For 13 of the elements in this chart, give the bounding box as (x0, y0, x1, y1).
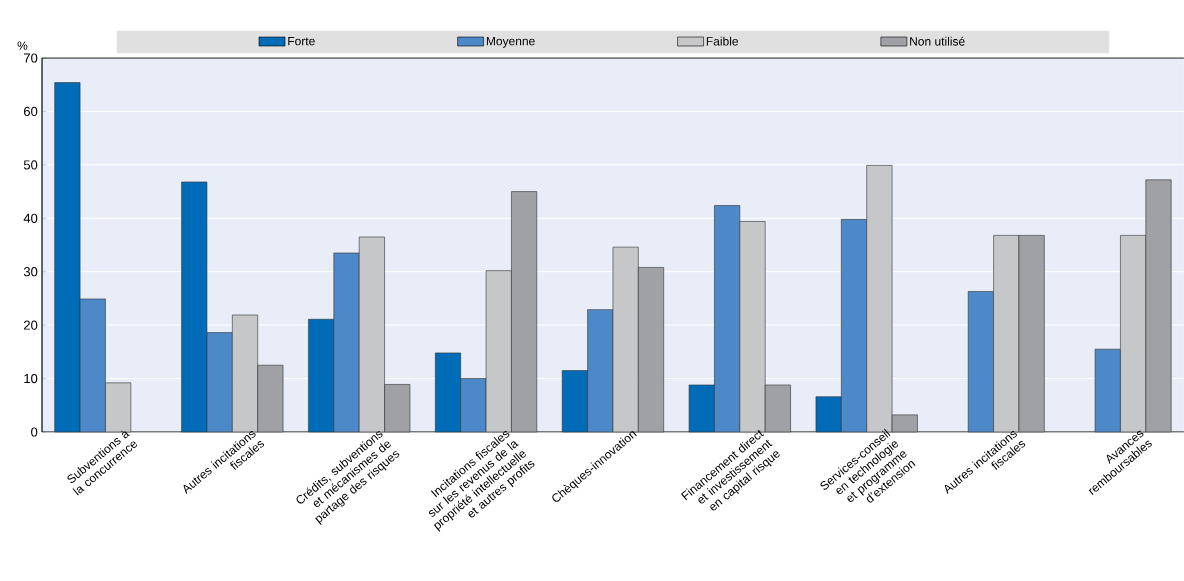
y-tick-label: 0 (31, 427, 38, 437)
y-tick-label: 30 (23, 267, 38, 277)
legend-label: Moyenne (486, 36, 535, 48)
y-tick-label: 70 (24, 53, 38, 63)
y-tick-label: 50 (23, 160, 38, 170)
y-tick-label: 20 (24, 320, 38, 330)
legend-label: Forte (288, 36, 315, 46)
legend-label: Faible (706, 36, 739, 46)
y-tick-label: 60 (24, 106, 38, 117)
y-tick-label: 10 (24, 373, 38, 384)
y-tick-label: 40 (23, 213, 38, 223)
y-axis-title: % (17, 41, 28, 50)
legend-label: Non utilisé (910, 36, 965, 46)
